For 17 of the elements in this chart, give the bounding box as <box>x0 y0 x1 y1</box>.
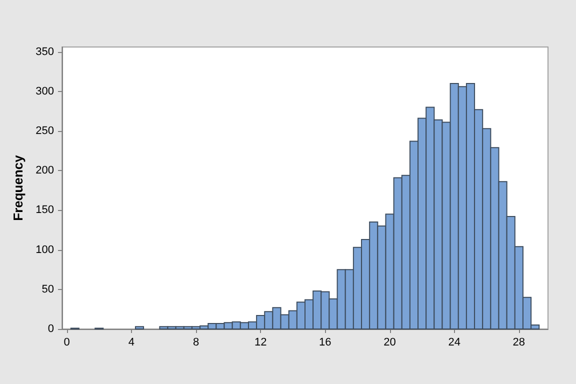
y-axis-title: Frequency <box>10 154 26 221</box>
x-tick-label: 24 <box>448 336 460 348</box>
x-tick-label: 12 <box>254 336 267 348</box>
x-tick-label: 8 <box>192 336 200 348</box>
x-tick-label: 20 <box>384 336 396 348</box>
x-tick-label: 0 <box>64 336 70 348</box>
y-tick-label: 0 <box>48 323 54 335</box>
x-tick-label: 4 <box>128 336 134 348</box>
y-tick-label: 150 <box>36 204 54 216</box>
y-tick-label: 50 <box>42 283 54 296</box>
y-tick-label: 250 <box>36 124 54 137</box>
y-tick-label: 300 <box>36 85 54 98</box>
y-tick-label: 350 <box>36 46 54 58</box>
y-tick-label: 200 <box>36 164 54 177</box>
x-tick-label: 28 <box>512 336 526 348</box>
y-tick-label: 100 <box>36 244 54 256</box>
x-tick-label: 16 <box>319 336 332 348</box>
